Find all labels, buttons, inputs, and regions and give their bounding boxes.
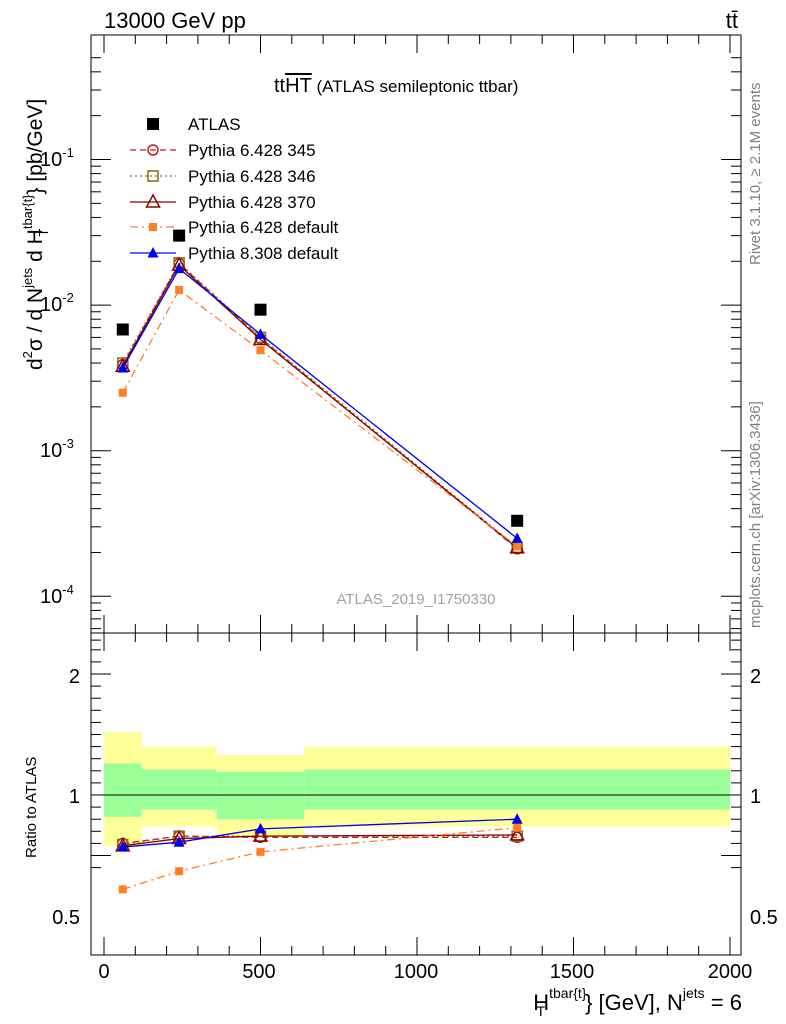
data-point-atlas	[254, 303, 267, 316]
ratio-series-pythia6_default	[118, 823, 522, 894]
data-point-pythia6_default	[513, 542, 522, 551]
x-tick-label: 0	[98, 961, 109, 983]
x-tick-label: 1500	[550, 961, 595, 983]
header-left: 13000 GeV pp	[104, 8, 246, 33]
rivet-label: Rivet 3.1.10, ≥ 2.1M events	[747, 83, 764, 266]
ratio-plot-frame	[90, 632, 742, 956]
legend-marker-pythia6_345	[147, 144, 159, 156]
data-point-pythia6_default	[118, 388, 127, 397]
ratio-plot: 2 1 0.5 2 1 0.5 Ratio to ATLAS 0 500 100…	[23, 632, 778, 1019]
mcplots-label: mcplots.cern.ch [arXiv:1306.3436]	[747, 401, 764, 628]
plot-title-main: tt	[274, 75, 286, 97]
x-tick-label: 500	[242, 961, 275, 983]
legend: ATLAS Pythia 6.428 345 Pythia 6.428 346 …	[130, 115, 339, 263]
main-series-layer	[115, 229, 525, 555]
y-tick-label: 10-3	[40, 436, 74, 462]
ratio-band-inner	[104, 763, 142, 817]
main-grid-ticks	[91, 35, 741, 641]
ratio-point-pythia6_default	[118, 885, 127, 894]
ratio-line-pythia6_370	[122, 834, 518, 847]
series-pythia6_345	[117, 257, 523, 555]
analysis-label: ATLAS_2019_I1750330	[336, 591, 495, 608]
data-point-atlas	[511, 514, 524, 527]
x-tick-label: 1000	[394, 961, 439, 983]
ratio-tick-label-right: 2	[750, 666, 761, 688]
y-axis-title: d2σ / d Njets d Htbar{t}T} [pb/GeV]	[20, 99, 51, 370]
legend-label-atlas: ATLAS	[188, 115, 241, 134]
legend-marker-pythia6_346	[147, 170, 159, 182]
ratio-y-axis-title: Ratio to ATLAS	[23, 757, 40, 858]
legend-label-pythia6-345: Pythia 6.428 345	[188, 141, 316, 160]
ratio-tick-label-right: 1	[750, 786, 761, 808]
series-line-pythia8_default	[122, 267, 518, 539]
legend-marker-pythia6_370	[145, 193, 161, 208]
series-pythia8_default	[117, 262, 523, 543]
ratio-point-pythia6_default	[256, 847, 265, 856]
ratio-point-pythia8_default	[255, 822, 266, 834]
x-tick-label: 2000	[708, 961, 753, 983]
ratio-line-pythia8_default	[122, 818, 518, 848]
ratio-grid-ticks	[91, 633, 741, 955]
ratio-series-clip	[115, 813, 525, 894]
header-right: tt̄	[726, 8, 738, 33]
y-tick-label: 10-1	[40, 145, 74, 171]
data-point-pythia8_default	[511, 532, 523, 543]
data-point-atlas	[173, 229, 186, 242]
y-tick-label: 10-4	[40, 582, 74, 608]
ratio-series-layer	[115, 813, 525, 894]
data-point-pythia8_default	[255, 328, 266, 339]
data-point-pythia8_default	[173, 262, 185, 274]
ratio-band-inner	[304, 769, 730, 810]
plot-title: ttHT (ATLAS semileptonic ttbar)	[274, 75, 518, 97]
data-point-atlas	[116, 323, 129, 336]
ratio-tick-label-right: 0.5	[750, 907, 778, 929]
series-pythia6_346	[117, 257, 523, 554]
series-pythia6_default	[118, 285, 522, 551]
legend-label-pythia6-default: Pythia 6.428 default	[188, 218, 339, 237]
series-line-pythia6_370	[122, 264, 518, 549]
x-axis-title: Htbar{t} T} [GeV], Njets = 6	[533, 985, 742, 1019]
legend-label-pythia6-346: Pythia 6.428 346	[188, 167, 316, 186]
plot-title-suffix: (ATLAS semileptonic ttbar)	[312, 77, 519, 96]
data-point-pythia8_default	[117, 361, 129, 373]
ratio-bands	[91, 732, 741, 846]
ratio-point-pythia6_default	[175, 867, 184, 876]
ratio-point-pythia8_default	[511, 813, 523, 824]
data-point-pythia6_default	[175, 285, 184, 294]
y-tick-labels: 10-1 10-2 10-3 10-4	[40, 145, 74, 608]
main-plot: ttHT (ATLAS semileptonic ttbar) 10-1 10-…	[20, 34, 742, 641]
ratio-line-pythia6_default	[122, 827, 518, 890]
series-line-pythia6_346	[122, 261, 518, 548]
ratio-series-pythia8_default	[117, 813, 523, 852]
ratio-point-pythia8_default	[173, 836, 185, 847]
data-point-pythia6_default	[256, 346, 265, 355]
legend-label-pythia8-default: Pythia 8.308 default	[188, 244, 339, 263]
legend-label-pythia6-370: Pythia 6.428 370	[188, 193, 316, 212]
ratio-tick-label-left: 2	[69, 666, 80, 688]
ratio-band-inner	[216, 772, 305, 820]
ratio-tick-label-left: 1	[69, 786, 80, 808]
legend-marker-atlas	[147, 118, 159, 130]
ratio-point-pythia6_370	[252, 827, 269, 842]
ratio-band-inner	[141, 769, 217, 810]
series-line-pythia6_345	[122, 262, 518, 550]
series-atlas	[116, 229, 524, 527]
series-pythia6_370	[115, 256, 525, 554]
ratio-point-pythia8_default	[117, 841, 129, 852]
legend-marker-pythia8_default	[147, 247, 159, 258]
ratio-tick-label-left: 0.5	[52, 907, 80, 929]
ratio-point-pythia6_default	[513, 823, 522, 832]
y-tick-label: 10-2	[40, 290, 74, 316]
x-tick-labels: 0 500 1000 1500 2000	[98, 961, 752, 983]
legend-marker-pythia6_default	[149, 223, 157, 231]
series-line-pythia6_default	[122, 289, 518, 547]
ratio-point-pythia6_370	[509, 826, 525, 841]
plot-title-overline: HT	[285, 75, 312, 97]
